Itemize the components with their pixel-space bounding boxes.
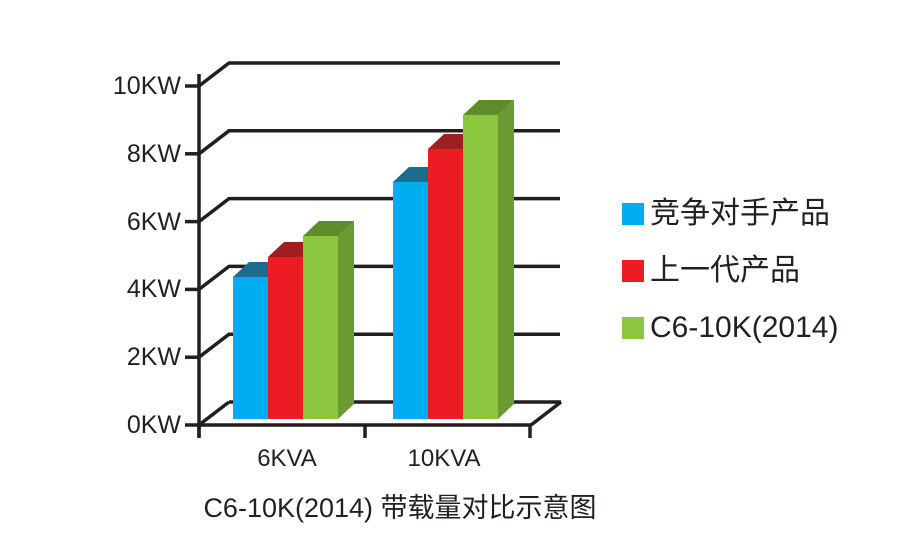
x-tick-label: 6KVA: [257, 445, 317, 472]
y-tick-label: 4KW: [126, 275, 181, 304]
bar-front-face: [233, 277, 268, 419]
bar-side-face: [338, 221, 354, 419]
chart-title: C6-10K(2014) 带载量对比示意图: [203, 493, 597, 523]
bar-side-face: [498, 100, 514, 419]
bar-top-face: [463, 100, 514, 115]
legend-swatch-icon: [622, 317, 644, 339]
bar-front-face: [393, 182, 428, 419]
gridline: [197, 129, 560, 156]
y-tick-label: 2KW: [126, 343, 181, 372]
bar-front-face: [303, 236, 338, 419]
y-tick-label: 6KW: [126, 207, 181, 236]
legend-swatch-icon: [622, 260, 644, 282]
legend-swatch-icon: [622, 203, 644, 225]
gridline: [197, 61, 560, 88]
legend-item-competitor-product: 竞争对手产品: [622, 196, 830, 232]
bar-top-face: [303, 221, 354, 236]
legend-item-c6-10k-2014: C6-10K(2014): [622, 310, 838, 346]
legend-label: 上一代产品: [650, 254, 800, 287]
bar-front-face: [428, 149, 463, 419]
legend-label: 竞争对手产品: [650, 197, 830, 230]
floor-left-edge: [197, 400, 231, 427]
y-tick-label: 0KW: [126, 411, 181, 439]
y-tick-label: 8KW: [126, 139, 181, 168]
bar-front-face: [463, 115, 498, 419]
x-tick-label: 10KVA: [407, 445, 481, 472]
y-tick-label: 10KW: [112, 72, 181, 100]
legend-item-previous-generation: 上一代产品: [622, 253, 800, 289]
floor-right-edge: [529, 400, 563, 427]
bar-front-face: [268, 257, 303, 419]
legend-label: C6-10K(2014): [650, 311, 839, 344]
